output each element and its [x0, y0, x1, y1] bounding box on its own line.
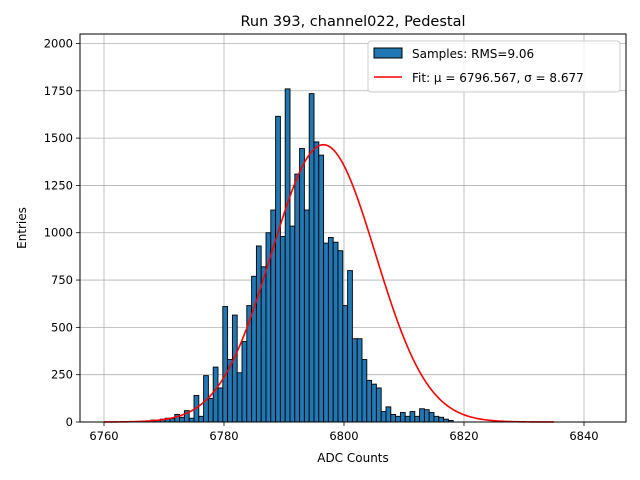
x-tick-label: 6820: [449, 429, 478, 443]
histogram-bar: [279, 236, 286, 423]
y-tick-label: 1000: [44, 226, 73, 240]
histogram-bar: [294, 173, 301, 423]
y-tick-label: 0: [66, 415, 73, 429]
histogram-bar: [323, 242, 329, 423]
histogram-bar: [179, 416, 185, 423]
histogram-bar: [275, 115, 281, 423]
histogram-bar: [255, 245, 262, 423]
histogram-bar: [332, 241, 339, 423]
histogram-bar: [385, 406, 392, 423]
histogram-bar: [390, 413, 397, 423]
histogram-bar: [371, 383, 377, 423]
histogram-bar: [375, 387, 382, 423]
histogram-bar: [423, 409, 430, 423]
y-tick-label: 500: [51, 320, 73, 334]
x-axis-ticks: 6760 6780 6800 6820 6840: [89, 422, 599, 443]
histogram-bar: [289, 225, 296, 423]
histogram-bar: [438, 416, 445, 423]
y-tick-label: 1250: [44, 178, 73, 192]
y-axis-label: Entries: [15, 207, 29, 249]
histogram-bar: [236, 372, 243, 423]
histogram-bar: [284, 88, 291, 423]
y-tick-label: 750: [51, 273, 73, 287]
histogram-bar: [207, 397, 214, 423]
histogram-bar: [433, 415, 440, 423]
histogram-bar: [313, 141, 320, 423]
histogram-bar: [404, 415, 411, 423]
histogram-bar: [327, 237, 334, 423]
histogram-bar: [361, 359, 368, 423]
histogram-bar: [318, 154, 325, 423]
legend-label-samples: Samples: RMS=9.06: [412, 47, 534, 61]
legend-swatch-samples: [373, 47, 403, 59]
y-tick-label: 1500: [44, 131, 73, 145]
histogram-bar: [409, 411, 416, 423]
histogram-bar: [169, 418, 176, 423]
histogram-bar: [428, 412, 435, 423]
histogram-bar: [198, 415, 205, 423]
histogram-bar: [356, 338, 363, 423]
histogram-bar: [241, 341, 248, 423]
histogram-bar: [380, 411, 387, 423]
histogram-bar: [395, 415, 401, 423]
histogram-bar: [337, 250, 344, 423]
plot-frame: [79, 33, 627, 423]
y-axis-ticks: 0 250 500 750 1000 1250 1500 1750 2000: [44, 36, 80, 429]
histogram-bar: [366, 379, 373, 423]
histogram-bar: [419, 408, 425, 423]
y-tick-label: 250: [51, 368, 73, 382]
x-tick-label: 6780: [209, 429, 238, 443]
x-tick-label: 6840: [569, 429, 598, 443]
chart-title: Run 393, channel022, Pedestal: [240, 14, 465, 30]
histogram-bar: [399, 412, 406, 423]
histogram-bars: [145, 88, 454, 423]
histogram-bar: [222, 306, 229, 423]
x-tick-label: 6760: [89, 429, 118, 443]
legend-box: [367, 40, 621, 93]
histogram-bar: [260, 266, 267, 423]
legend-label-fit: Fit: μ = 6796.567, σ = 8.677: [412, 71, 584, 85]
x-axis-label: ADC Counts: [317, 451, 389, 465]
histogram-bar: [308, 93, 315, 423]
legend: Samples: RMS=9.06 Fit: μ = 6796.567, σ =…: [367, 40, 621, 93]
histogram-bar: [212, 366, 219, 423]
histogram-bar: [217, 387, 224, 423]
x-tick-label: 6800: [329, 429, 358, 443]
histogram-bar: [414, 415, 421, 423]
y-tick-label: 2000: [44, 36, 73, 50]
histogram-bar: [299, 148, 305, 423]
histogram-bar: [347, 270, 353, 423]
histogram-bar: [303, 209, 310, 423]
histogram-bar: [351, 338, 358, 423]
fit-curve: [104, 143, 554, 423]
histogram-bar: [188, 417, 195, 423]
histogram-bar: [251, 275, 257, 423]
histogram-bar: [231, 314, 238, 423]
histogram-bar: [342, 305, 349, 423]
y-tick-label: 1750: [44, 84, 73, 98]
